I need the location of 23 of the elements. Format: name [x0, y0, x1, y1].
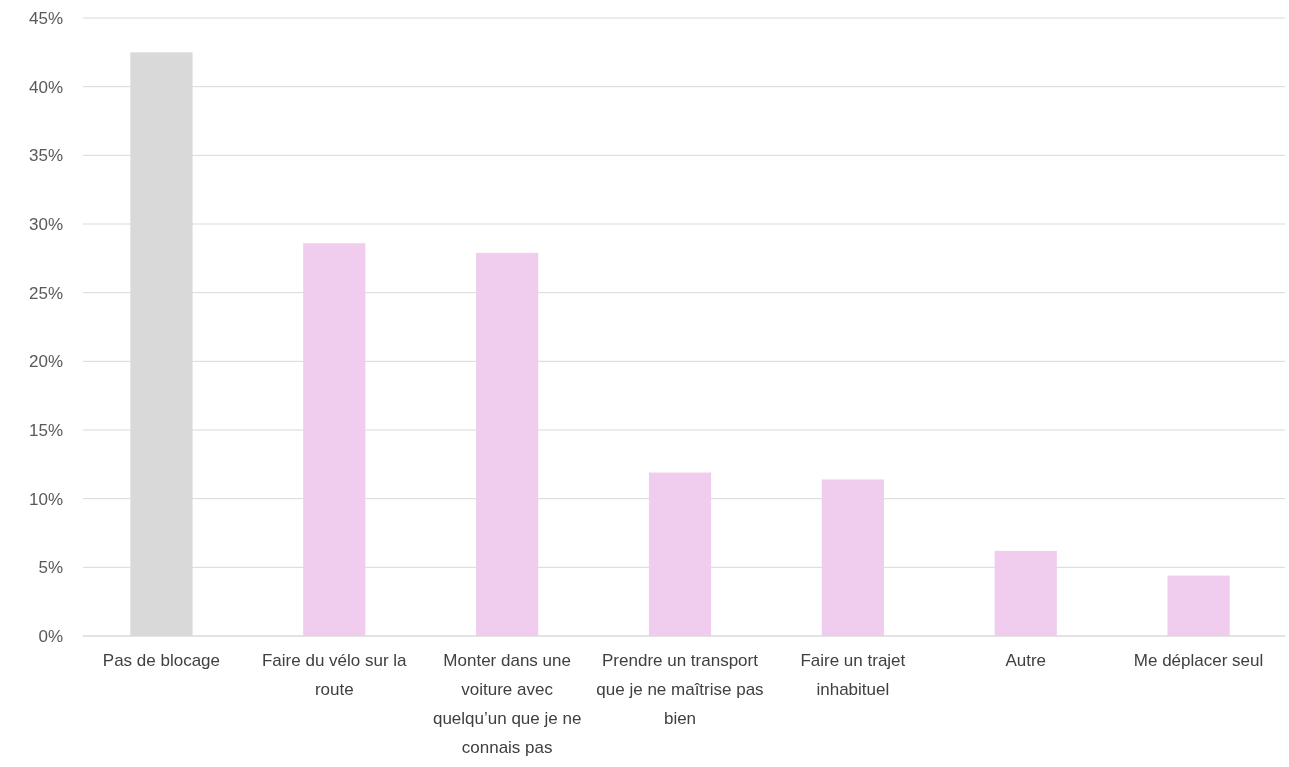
x-tick-label: Faire un trajet inhabituel [800, 651, 906, 699]
y-tick-label: 5% [38, 558, 63, 578]
x-tick-label: Monter dans une voiture avec quelqu’un que je ne connais pas [432, 651, 582, 757]
y-tick-label: 35% [28, 146, 63, 166]
bar [476, 252, 539, 636]
x-tick-label: Me déplacer seul [1133, 651, 1264, 670]
y-tick-label: 25% [28, 283, 63, 303]
bar [1167, 575, 1230, 636]
bar [648, 472, 712, 636]
x-tick-label: Autre [1005, 651, 1047, 670]
x-tick-label: Pas de blocage [102, 651, 221, 670]
y-tick-label: 10% [28, 489, 63, 509]
y-tick-label: 40% [28, 77, 63, 97]
x-tick-label: Faire du vélo sur la route [262, 651, 408, 699]
x-tick-label: Prendre un transport que je ne maîtrise pas bien [596, 651, 764, 728]
y-tick-label: 45% [28, 8, 63, 28]
y-tick-label: 15% [28, 420, 63, 440]
bar [303, 243, 366, 636]
y-tick-label: 0% [38, 626, 63, 646]
bar [821, 479, 884, 636]
bar [994, 550, 1057, 636]
y-tick-label: 20% [28, 352, 63, 372]
y-tick-label: 30% [28, 214, 63, 234]
